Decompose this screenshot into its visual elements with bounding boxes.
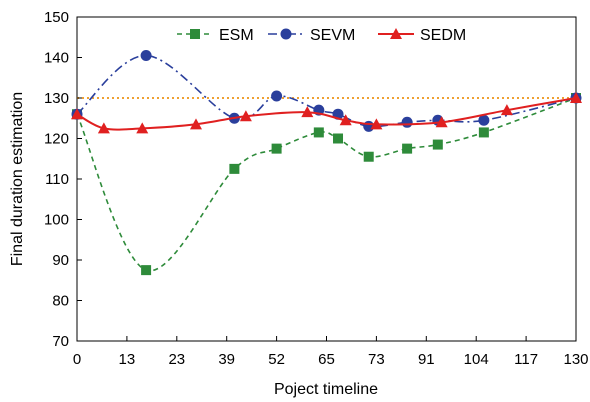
x-tick-label: 73 [368, 351, 385, 368]
y-tick-label: 90 [52, 252, 69, 269]
legend: ESM SEVM SEDM [177, 27, 466, 44]
y-tick-label: 140 [44, 50, 69, 67]
data-point-sedm [570, 92, 582, 103]
data-point-sevm [140, 49, 152, 61]
y-axis-title: Final duration estimation [9, 92, 26, 266]
y-tick-label: 70 [52, 333, 69, 350]
legend-item-esm: ESM [177, 27, 254, 44]
y-tick-label: 100 [44, 212, 69, 229]
y-tick-label: 80 [52, 293, 69, 310]
data-point-esm [363, 151, 374, 162]
data-point-esm [333, 133, 344, 144]
data-point-sedm [301, 106, 314, 118]
plot-frame [76, 16, 577, 342]
x-axis: 0 13 23 39 52 65 73 91 104 117 130 [73, 336, 589, 368]
series-sedm [71, 92, 582, 134]
data-point-esm [402, 143, 413, 154]
x-tick-label: 23 [168, 351, 185, 368]
data-point-sedm [370, 118, 383, 130]
data-point-esm [478, 127, 489, 138]
x-tick-label: 52 [268, 351, 285, 368]
series-esm [72, 93, 581, 276]
series-line-esm [76, 97, 577, 272]
legend-label: SEDM [420, 27, 466, 44]
series-layer [71, 49, 582, 276]
data-point-sedm [97, 122, 110, 134]
data-point-sevm [401, 116, 413, 128]
data-point-esm [313, 127, 324, 138]
data-point-sedm [136, 122, 149, 134]
x-tick-label: 91 [418, 351, 435, 368]
x-tick-label: 130 [563, 351, 588, 368]
data-point-sedm [239, 110, 252, 122]
data-point-sedm [435, 116, 448, 128]
data-point-sevm [271, 90, 283, 102]
data-point-sevm [478, 114, 490, 126]
y-axis: 70 80 90 100 110 120 130 140 150 [44, 9, 82, 350]
data-point-esm [141, 265, 152, 276]
legend-marker [190, 29, 200, 39]
y-tick-label: 110 [45, 171, 69, 188]
data-point-sedm [500, 104, 513, 116]
legend-item-sevm: SEVM [268, 27, 355, 44]
legend-label: ESM [219, 27, 254, 44]
y-tick-label: 120 [44, 131, 69, 148]
y-tick-label: 130 [44, 90, 69, 107]
data-point-esm [271, 143, 282, 154]
x-tick-label: 65 [318, 351, 335, 368]
data-point-esm [432, 139, 443, 150]
y-tick-label: 150 [44, 9, 69, 26]
x-axis-title: Poject timeline [274, 381, 378, 398]
legend-marker [390, 28, 402, 39]
x-tick-label: 117 [514, 351, 538, 368]
x-tick-label: 0 [73, 351, 81, 368]
legend-item-sedm: SEDM [378, 27, 466, 44]
x-tick-label: 104 [464, 351, 489, 368]
data-point-esm [229, 163, 240, 174]
x-tick-label: 39 [218, 351, 235, 368]
series-line-sedm [76, 97, 577, 131]
legend-marker [280, 28, 292, 40]
data-point-sedm [189, 118, 202, 130]
series-sevm [71, 49, 582, 132]
data-point-sedm [339, 114, 352, 126]
legend-label: SEVM [310, 27, 355, 44]
x-tick-label: 13 [119, 351, 136, 368]
data-point-sedm [71, 108, 83, 120]
